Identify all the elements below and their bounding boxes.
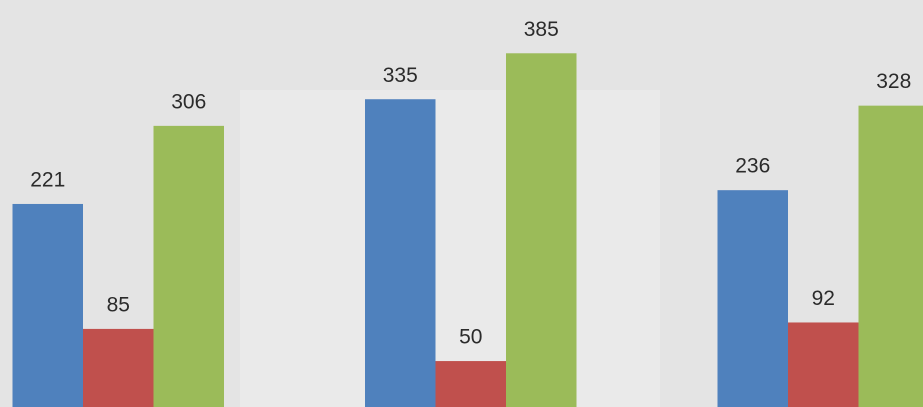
bar: [788, 322, 859, 407]
data-label: 328: [876, 70, 911, 93]
bar: [83, 328, 154, 407]
bar: [435, 361, 506, 407]
data-label: 385: [524, 18, 559, 41]
bar: [506, 53, 577, 407]
bar: [12, 203, 83, 407]
data-label: 85: [107, 293, 130, 316]
data-label: 50: [459, 326, 482, 349]
bar: [153, 125, 224, 407]
bar: [365, 99, 436, 407]
data-label: 236: [735, 155, 770, 178]
bar: [717, 190, 788, 407]
bar: [858, 105, 923, 407]
data-label: 221: [30, 169, 65, 192]
background-texture: [240, 90, 660, 407]
data-label: 306: [171, 90, 206, 113]
data-label: 92: [812, 287, 835, 310]
data-label: 335: [383, 64, 418, 87]
